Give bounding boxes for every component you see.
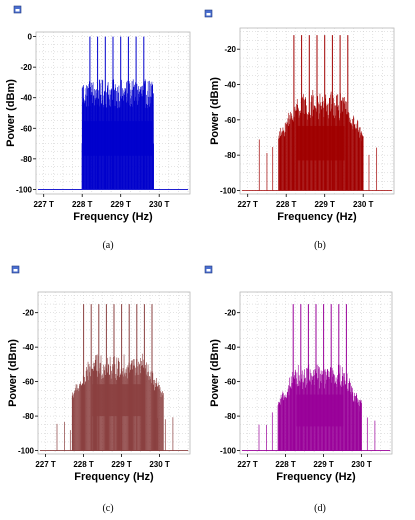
x-tick-label: 230 T — [351, 460, 372, 469]
x-tick-label: 227 T — [237, 460, 258, 469]
x-tick-label: 228 T — [275, 460, 296, 469]
x-tick-label: 227 T — [33, 200, 54, 209]
chart-panel-4: 227 T 228 T 229 T 230 T -20 -40 -60 -80 -100 Freq… — [204, 265, 393, 514]
window-icon-pane — [15, 9, 20, 12]
chart-panel-2: 227 T 228 T 229 T 230 T -20 -40 -60 -80 -100 Freq… — [204, 9, 395, 251]
y-tick-label: 0 — [28, 33, 33, 42]
y-tick-label: -40 — [224, 343, 236, 352]
band-core — [82, 121, 154, 156]
series-spectrum — [241, 35, 393, 191]
window-icon — [13, 5, 22, 14]
y-tick-label: -60 — [22, 378, 34, 387]
series-spectrum — [39, 304, 189, 451]
x-tick-label: 229 T — [313, 460, 334, 469]
chart-panel-1: 227 T 228 T 229 T 230 T 0 -20 -40 -60 -80 -100 Fre… — [5, 5, 191, 251]
y-tick-label: -100 — [220, 447, 237, 456]
y-tick-label: -60 — [224, 116, 236, 125]
series-spectrum — [241, 304, 391, 451]
y-tick-label: -40 — [22, 343, 34, 352]
series-spectrum — [37, 36, 189, 190]
panel-caption: (c) — [102, 503, 113, 514]
x-tick-label: 227 T — [237, 200, 258, 209]
x-tick-label: 229 T — [111, 460, 132, 469]
band-core — [92, 384, 144, 417]
chart-panel-3: 227 T 228 T 229 T 230 T -20 -40 -60 -80 -100 Freq… — [7, 265, 191, 514]
x-tick-label: 229 T — [110, 200, 131, 209]
y-tick-label: -80 — [224, 412, 236, 421]
x-axis-label: Frequency (Hz) — [73, 211, 153, 223]
window-icon — [11, 265, 20, 274]
y-tick-label: -80 — [22, 412, 34, 421]
window-icon — [204, 9, 213, 18]
y-tick-label: -100 — [18, 447, 35, 456]
x-tick-label: 228 T — [73, 460, 94, 469]
y-tick-label: -20 — [20, 63, 32, 72]
y-tick-label: -100 — [220, 186, 237, 195]
x-tick-label: 230 T — [149, 200, 170, 209]
x-tick-label: 229 T — [314, 200, 335, 209]
y-tick-label: -20 — [22, 309, 34, 318]
band-core — [297, 125, 345, 161]
x-tick-label: 228 T — [72, 200, 93, 209]
x-tick-label: 228 T — [276, 200, 297, 209]
y-tick-label: -20 — [224, 309, 236, 318]
x-axis-label: Frequency (Hz) — [276, 471, 356, 483]
y-tick-label: -100 — [16, 185, 33, 194]
axes: 227 T 228 T 229 T 230 T -20 -40 -60 -80 -100 — [220, 309, 372, 469]
y-tick-label: -20 — [224, 45, 236, 54]
x-tick-label: 230 T — [353, 200, 374, 209]
band-core — [296, 394, 344, 427]
y-tick-label: -60 — [224, 378, 236, 387]
window-icon-pane — [206, 269, 211, 272]
x-axis-label: Frequency (Hz) — [277, 211, 357, 223]
axes: 227 T 228 T 229 T 230 T -20 -40 -60 -80 -100 — [220, 45, 374, 209]
panel-caption: (a) — [102, 240, 113, 251]
window-icon-pane — [206, 13, 211, 16]
y-tick-label: -60 — [20, 124, 32, 133]
axes: 227 T 228 T 229 T 230 T 0 -20 -40 -60 -80 -100 — [16, 33, 170, 209]
y-tick-label: -80 — [20, 155, 32, 164]
panel-caption: (d) — [314, 503, 326, 514]
x-tick-label: 230 T — [149, 460, 170, 469]
y-tick-label: -40 — [20, 94, 32, 103]
window-icon-pane — [13, 269, 18, 272]
y-tick-label: -40 — [224, 81, 236, 90]
axes: 227 T 228 T 229 T 230 T -20 -40 -60 -80 -100 — [18, 309, 170, 469]
x-axis-label: Frequency (Hz) — [74, 471, 154, 483]
y-axis-label: Power (dBm) — [7, 339, 19, 407]
window-icon — [204, 265, 213, 274]
y-tick-label: -80 — [224, 151, 236, 160]
panel-caption: (b) — [314, 240, 326, 251]
x-tick-label: 227 T — [35, 460, 56, 469]
y-axis-label: Power (dBm) — [209, 339, 221, 407]
grid — [240, 28, 394, 194]
y-axis-label: Power (dBm) — [5, 79, 17, 147]
y-axis-label: Power (dBm) — [209, 77, 221, 145]
